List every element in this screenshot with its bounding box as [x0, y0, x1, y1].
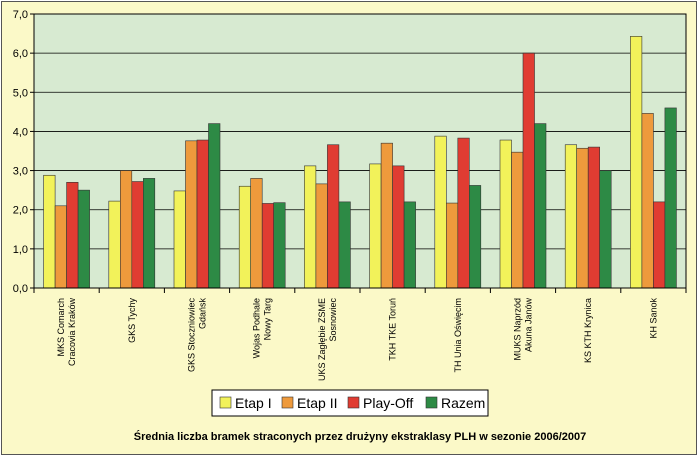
plot-border: [33, 13, 687, 289]
bar-razem: [534, 123, 547, 289]
category-label: MUKS NaprzódAkuna Janów: [513, 298, 534, 361]
bar-razem: [77, 189, 90, 289]
bar-etap-ii: [511, 151, 524, 289]
bar-play-off: [522, 52, 535, 289]
bar-etap-i: [108, 200, 121, 289]
bar-razem: [599, 170, 612, 289]
bar-play-off: [587, 146, 601, 289]
bar-etap-ii: [54, 205, 67, 289]
bar-razem: [338, 201, 351, 289]
bar-play-off: [392, 165, 405, 289]
bar-play-off: [66, 182, 79, 289]
legend-label: Etap II: [297, 395, 337, 411]
legend-label: Play-Off: [363, 395, 413, 411]
bar-razem: [664, 107, 677, 289]
bar-play-off: [457, 137, 470, 289]
bar-razem: [403, 201, 416, 289]
bar-play-off: [131, 181, 144, 289]
bar-play-off: [327, 144, 340, 289]
y-tick-label: 7,0: [13, 9, 28, 21]
bar-etap-i: [434, 135, 447, 289]
bar-etap-i: [304, 165, 317, 289]
bar-etap-ii: [576, 147, 589, 289]
legend-label: Etap I: [235, 395, 272, 411]
bar-etap-ii: [315, 183, 328, 289]
legend-swatch-razem: [425, 396, 438, 409]
bar-etap-i: [369, 163, 382, 289]
bar-etap-ii: [445, 202, 459, 289]
category-label: Wojas PodhaleNowy Targ: [252, 298, 273, 358]
bar-etap-i: [238, 185, 251, 289]
bar-etap-ii: [185, 140, 198, 289]
category-label: TH Unia Oświęcim: [453, 298, 463, 373]
bar-etap-i: [564, 144, 578, 289]
y-tick-label: 2,0: [13, 205, 28, 217]
bar-etap-i: [173, 190, 186, 289]
bar-etap-ii: [641, 113, 654, 289]
category-label: KH Sanok: [648, 298, 658, 339]
bar-razem: [143, 178, 156, 289]
bar-razem: [273, 202, 286, 289]
bar-etap-i: [630, 36, 643, 289]
category-label: UKS Zagłębie ZSMESosnowiec: [317, 298, 338, 382]
category-label: TKH TKE Toruń: [388, 298, 398, 361]
chart-title: Średnia liczba bramek straconych przez d…: [134, 430, 586, 443]
category-label: GKS StoczniowiecGdańsk: [187, 298, 208, 373]
y-tick-label: 6,0: [13, 48, 28, 60]
bar-razem: [468, 185, 482, 289]
y-tick-label: 3,0: [13, 166, 28, 178]
category-label: KS KTH Krynica: [583, 298, 593, 363]
category-label: MKS ComarchCracovia Kraków: [56, 298, 77, 367]
y-tick-label: 1,0: [13, 244, 28, 256]
y-tick-label: 5,0: [13, 87, 28, 99]
y-tick-label: 0,0: [13, 283, 28, 295]
bar-play-off: [196, 139, 209, 289]
bar-etap-ii: [380, 142, 393, 289]
bar-play-off: [261, 203, 275, 289]
bar-etap-ii: [120, 170, 133, 289]
legend-swatch-etap-ii: [281, 396, 294, 409]
bar-razem: [208, 123, 221, 289]
legend-swatch-etap-i: [219, 396, 232, 409]
legend-label: Razem: [441, 395, 485, 411]
category-label: GKS Tychy: [127, 298, 137, 343]
y-tick-label: 4,0: [13, 126, 28, 138]
bar-play-off: [653, 201, 666, 289]
bar-etap-i: [43, 174, 56, 289]
bar-etap-ii: [250, 178, 263, 289]
bar-etap-i: [499, 139, 512, 289]
legend-swatch-play-off: [347, 396, 360, 409]
